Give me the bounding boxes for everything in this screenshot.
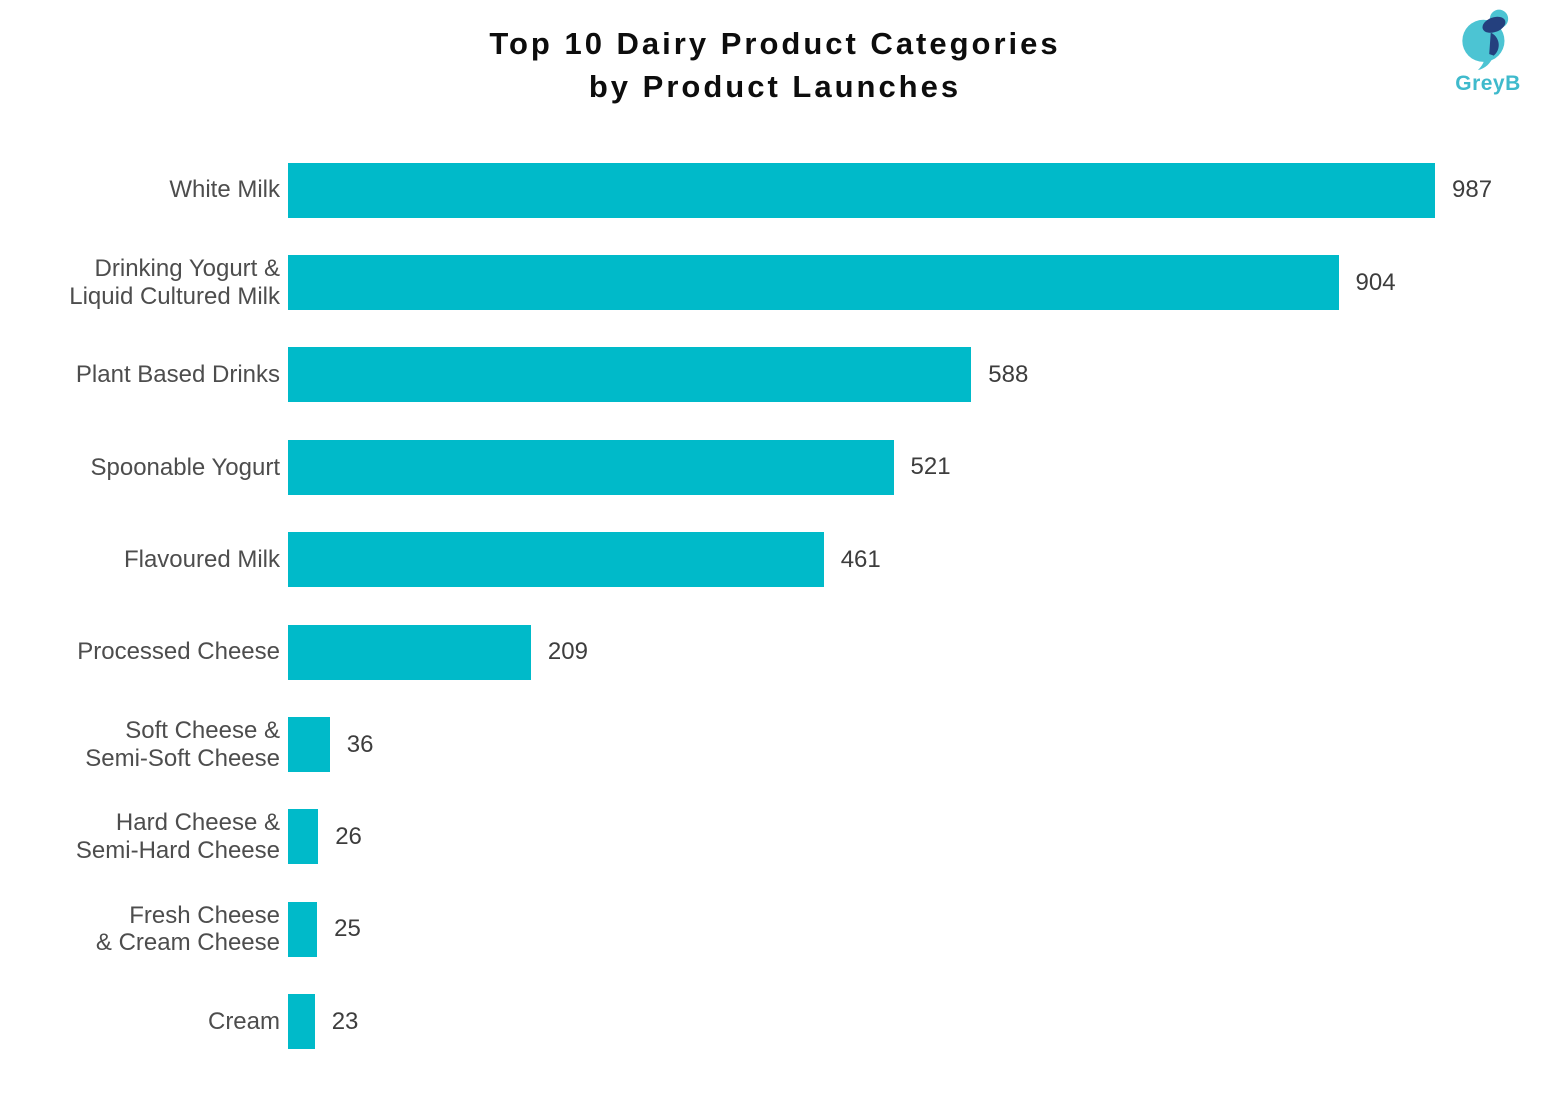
value-label: 23 — [331, 1007, 359, 1035]
bar-row: Hard Cheese & Semi-Hard Cheese 26 — [0, 791, 1550, 883]
category-label: White Milk — [169, 176, 280, 204]
category-label: Flavoured Milk — [123, 545, 280, 573]
bar-row: Fresh Cheese & Cream Cheese 25 — [0, 883, 1550, 975]
category-label: Spoonable Yogurt — [90, 453, 280, 481]
chart-title-line1: Top 10 Dairy Product Categories — [489, 26, 1061, 61]
value-label: 521 — [910, 453, 951, 481]
bar — [288, 439, 894, 495]
bar — [288, 162, 1435, 218]
bar-area: 209 — [288, 624, 1550, 680]
value-label: 26 — [335, 822, 362, 850]
value-label: 36 — [346, 730, 374, 758]
category-label: Fresh Cheese & Cream Cheese — [95, 901, 280, 957]
bar — [288, 532, 824, 588]
bar-area: 25 — [288, 901, 1550, 957]
value-label: 987 — [1452, 176, 1493, 204]
bar-chart: White Milk 987 Drinking Yogurt & Liquid … — [0, 144, 1550, 1068]
category-label: Hard Cheese & Semi-Hard Cheese — [75, 809, 280, 864]
bar — [288, 255, 1339, 311]
bar-row: Spoonable Yogurt 521 — [0, 421, 1550, 513]
bar-row: Drinking Yogurt & Liquid Cultured Milk 9… — [0, 236, 1550, 328]
value-label: 25 — [334, 915, 361, 943]
bar-row: Processed Cheese 209 — [0, 606, 1550, 698]
greyb-logo-icon — [1462, 9, 1509, 71]
bar-area: 461 — [288, 532, 1550, 588]
chart-title: Top 10 Dairy Product Categories by Produ… — [0, 22, 1550, 108]
bar-row: Flavoured Milk 461 — [0, 514, 1550, 606]
category-label: Processed Cheese — [77, 638, 280, 666]
category-label: Drinking Yogurt & Liquid Cultured Milk — [69, 254, 280, 310]
bar-area: 588 — [288, 347, 1550, 403]
greyb-logo-text: GreyB — [1455, 72, 1521, 95]
chart-title-line2: by Product Launches — [588, 69, 962, 104]
bar — [288, 717, 330, 773]
category-label: Plant Based Drinks — [75, 361, 280, 389]
bar-area: 23 — [288, 994, 1550, 1050]
bar-area: 904 — [288, 255, 1550, 311]
bar — [288, 901, 318, 957]
value-label: 588 — [988, 360, 1029, 388]
value-label: 209 — [547, 638, 588, 666]
bar-area: 521 — [288, 439, 1550, 495]
category-label: Cream — [207, 1007, 280, 1035]
value-label: 461 — [840, 545, 881, 573]
bar-area: 26 — [288, 809, 1550, 865]
bar — [288, 809, 319, 865]
greyb-logo: GreyB — [1438, 6, 1538, 96]
bar-row: White Milk 987 — [0, 144, 1550, 236]
bar-area: 36 — [288, 717, 1550, 773]
bar-row: Soft Cheese & Semi-Soft Cheese 36 — [0, 698, 1550, 790]
bar — [288, 624, 531, 680]
bar-area: 987 — [288, 162, 1550, 218]
bar-row: Plant Based Drinks 588 — [0, 329, 1550, 421]
value-label: 904 — [1355, 268, 1396, 296]
category-label: Soft Cheese & Semi-Soft Cheese — [85, 716, 280, 772]
bar — [288, 994, 315, 1050]
bar-row: Cream 23 — [0, 976, 1550, 1068]
bar — [288, 347, 972, 403]
